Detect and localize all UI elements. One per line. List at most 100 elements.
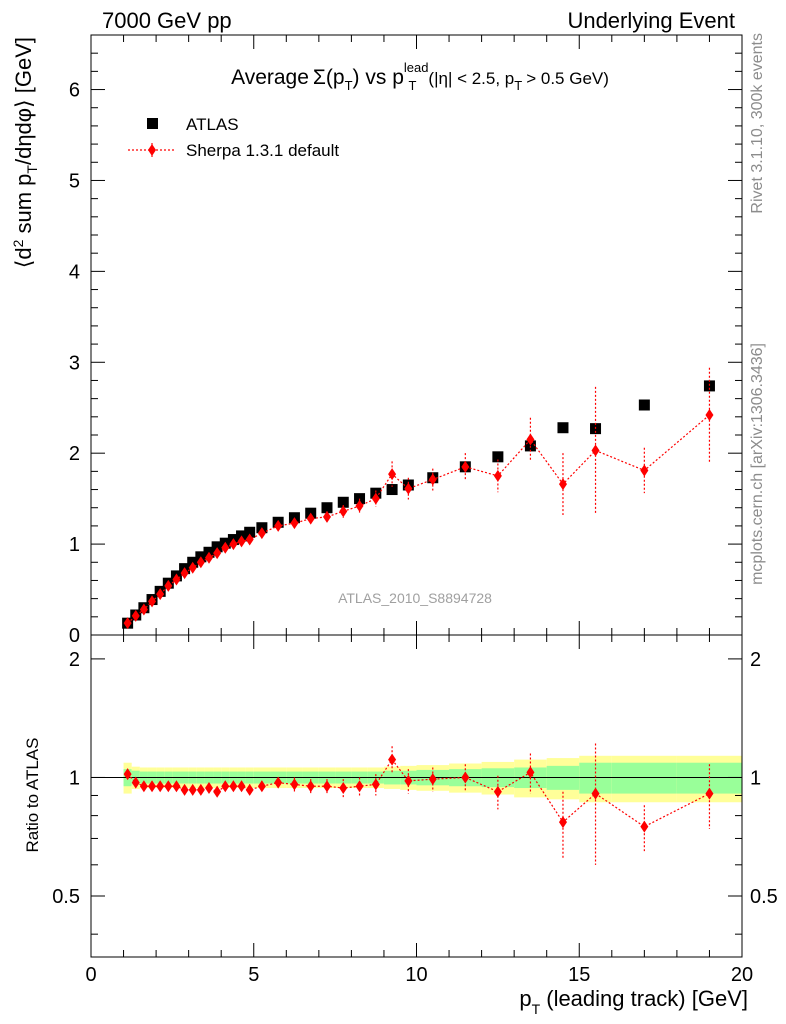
- sherpa-point: [428, 473, 437, 486]
- sherpa-point: [640, 464, 649, 477]
- top-y-tick-label: 1: [69, 534, 80, 556]
- ratio-sherpa-point: [371, 778, 380, 791]
- bottom-y-tick-label-left: 0.5: [52, 886, 80, 908]
- ratio-sherpa-point: [526, 766, 535, 779]
- sherpa-point: [355, 499, 364, 512]
- top-y-tick-label: 3: [69, 352, 80, 374]
- bottom-y-axis-label: Ratio to ATLAS: [23, 738, 42, 853]
- top-panel: 0 1 2 3 4 5 6: [69, 34, 743, 647]
- sherpa-point: [388, 468, 397, 481]
- ratio-sherpa-point: [428, 773, 437, 786]
- rivet-label: Rivet 3.1.10, 300k events: [749, 33, 766, 214]
- main-title: Average Σ(pT) vs plead T (|η| < 2.5, pT > 0.…: [231, 60, 609, 93]
- sherpa-point: [164, 579, 173, 592]
- ratio-sherpa-point: [164, 780, 173, 793]
- bottom-panel-frame: [90, 634, 743, 958]
- ratio-sherpa-point: [172, 780, 181, 793]
- bottom-y-tick-label-right: 2: [750, 649, 761, 671]
- sherpa-point: [558, 478, 567, 491]
- atlas-point: [321, 502, 333, 514]
- ratio-sherpa-point: [306, 780, 315, 793]
- atlas-point: [557, 422, 569, 434]
- header-right: Underlying Event: [567, 8, 735, 33]
- top-y-tick-label: 4: [69, 261, 80, 283]
- ratio-sherpa-point: [237, 780, 246, 793]
- sherpa-point: [229, 538, 238, 551]
- atlas-point: [703, 380, 715, 392]
- sherpa-line: [127, 414, 710, 624]
- legend-marker-sherpa: [148, 144, 156, 156]
- ratio-sherpa-point: [221, 780, 230, 793]
- ratio-sherpa-point: [180, 783, 189, 796]
- ratio-sherpa-point: [229, 780, 238, 793]
- sherpa-point: [274, 519, 283, 532]
- sherpa-point: [705, 409, 714, 421]
- sherpa-point: [591, 444, 600, 457]
- sherpa-point: [172, 573, 181, 586]
- top-y-tick-label: 2: [69, 443, 80, 465]
- sherpa-point: [371, 492, 380, 505]
- x-tick-label: 0: [85, 964, 96, 986]
- ratio-sherpa-point: [322, 780, 331, 793]
- atlas-point: [492, 451, 504, 463]
- sherpa-point: [131, 609, 140, 622]
- ratio-sherpa-point: [139, 780, 148, 793]
- ratio-sherpa-point: [257, 780, 266, 793]
- ratio-sherpa-point: [705, 787, 714, 800]
- ratio-sherpa-point: [213, 785, 222, 798]
- ratio-sherpa-point: [640, 820, 649, 833]
- legend-marker-atlas: [147, 118, 158, 129]
- analysis-id: ATLAS_2010_S8894728: [338, 590, 492, 606]
- x-tick-label: 10: [405, 964, 427, 986]
- ratio-sherpa-point: [156, 780, 165, 793]
- x-axis-label: pT (leading track) [GeV]: [519, 986, 748, 1017]
- sherpa-point: [322, 510, 331, 523]
- sherpa-point: [339, 505, 348, 518]
- ratio-sherpa-point: [290, 778, 299, 791]
- sherpa-point: [139, 603, 148, 616]
- sherpa-point: [461, 460, 470, 473]
- ratio-sherpa-point: [355, 780, 364, 793]
- sherpa-point: [156, 588, 165, 601]
- header-left: 7000 GeV pp: [102, 8, 232, 33]
- ratio-sherpa-point: [196, 783, 205, 796]
- sherpa-point: [204, 551, 213, 564]
- ratio-sherpa-point: [274, 776, 283, 789]
- sherpa-point: [526, 433, 535, 446]
- sherpa-point: [213, 547, 222, 560]
- ratio-sherpa-line: [127, 758, 710, 828]
- x-tick-label: 15: [568, 964, 590, 986]
- ratio-sherpa-point: [123, 768, 132, 781]
- top-y-tick-label: 0: [69, 625, 80, 647]
- sherpa-point: [237, 535, 246, 548]
- sherpa-point: [493, 469, 502, 482]
- ratio-sherpa-point: [591, 787, 600, 800]
- ratio-sherpa-point: [339, 782, 348, 795]
- sherpa-point: [306, 512, 315, 525]
- x-tick-label: 20: [731, 964, 753, 986]
- ratio-sherpa-point: [204, 782, 213, 795]
- top-y-tick-label: 5: [69, 170, 80, 192]
- atlas-point: [386, 484, 398, 496]
- top-y-axis-label: ⟨d2 sum pT/dηdφ⟩ [GeV]: [10, 37, 40, 268]
- sherpa-point: [148, 595, 157, 608]
- ratio-sherpa-point: [493, 785, 502, 798]
- legend-label-sherpa: Sherpa 1.3.1 default: [186, 141, 339, 160]
- atlas-point: [638, 399, 650, 411]
- sherpa-point: [221, 541, 230, 554]
- sherpa-point: [188, 561, 197, 574]
- legend-label-atlas: ATLAS: [186, 115, 239, 134]
- ratio-sherpa-point: [188, 783, 197, 796]
- bottom-y-tick-label-left: 2: [69, 649, 80, 671]
- atlas-point: [244, 526, 256, 538]
- ratio-sherpa-point: [404, 774, 413, 787]
- mcplots-label: mcplots.cern.ch [arXiv:1306.3436]: [749, 343, 766, 585]
- bottom-y-tick-label-right: 0.5: [750, 886, 778, 908]
- sherpa-point: [245, 533, 254, 546]
- ratio-sherpa-point: [461, 771, 470, 784]
- ratio-band-inner: [611, 762, 677, 794]
- ratio-sherpa-point: [148, 780, 157, 793]
- ratio-sherpa-point: [558, 816, 567, 829]
- ratio-sherpa-point: [245, 783, 254, 796]
